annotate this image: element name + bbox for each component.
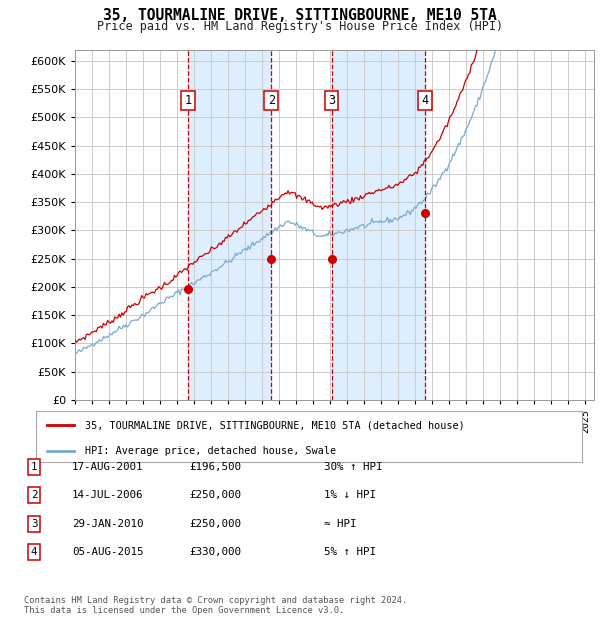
Text: £330,000: £330,000	[189, 547, 241, 557]
Text: 29-JAN-2010: 29-JAN-2010	[72, 519, 143, 529]
Text: 35, TOURMALINE DRIVE, SITTINGBOURNE, ME10 5TA: 35, TOURMALINE DRIVE, SITTINGBOURNE, ME1…	[103, 7, 497, 23]
Text: 3: 3	[328, 94, 335, 107]
Text: 2: 2	[31, 490, 37, 500]
Text: 35, TOURMALINE DRIVE, SITTINGBOURNE, ME10 5TA (detached house): 35, TOURMALINE DRIVE, SITTINGBOURNE, ME1…	[85, 420, 465, 430]
Text: 1: 1	[184, 94, 191, 107]
Text: 17-AUG-2001: 17-AUG-2001	[72, 462, 143, 472]
Bar	[188, 50, 271, 400]
Text: £196,500: £196,500	[189, 462, 241, 472]
Text: 4: 4	[31, 547, 37, 557]
Text: 1: 1	[31, 462, 37, 472]
Text: 3: 3	[31, 519, 37, 529]
Text: 30% ↑ HPI: 30% ↑ HPI	[324, 462, 383, 472]
Text: ≈ HPI: ≈ HPI	[324, 519, 356, 529]
Text: Contains HM Land Registry data © Crown copyright and database right 2024.
This d: Contains HM Land Registry data © Crown c…	[24, 596, 407, 615]
Text: £250,000: £250,000	[189, 519, 241, 529]
Text: 5% ↑ HPI: 5% ↑ HPI	[324, 547, 376, 557]
Text: £250,000: £250,000	[189, 490, 241, 500]
Text: Price paid vs. HM Land Registry's House Price Index (HPI): Price paid vs. HM Land Registry's House …	[97, 20, 503, 33]
Text: 14-JUL-2006: 14-JUL-2006	[72, 490, 143, 500]
Text: 05-AUG-2015: 05-AUG-2015	[72, 547, 143, 557]
Text: 2: 2	[268, 94, 275, 107]
Text: 4: 4	[422, 94, 429, 107]
Bar	[332, 50, 425, 400]
Text: HPI: Average price, detached house, Swale: HPI: Average price, detached house, Swal…	[85, 446, 336, 456]
Text: 1% ↓ HPI: 1% ↓ HPI	[324, 490, 376, 500]
